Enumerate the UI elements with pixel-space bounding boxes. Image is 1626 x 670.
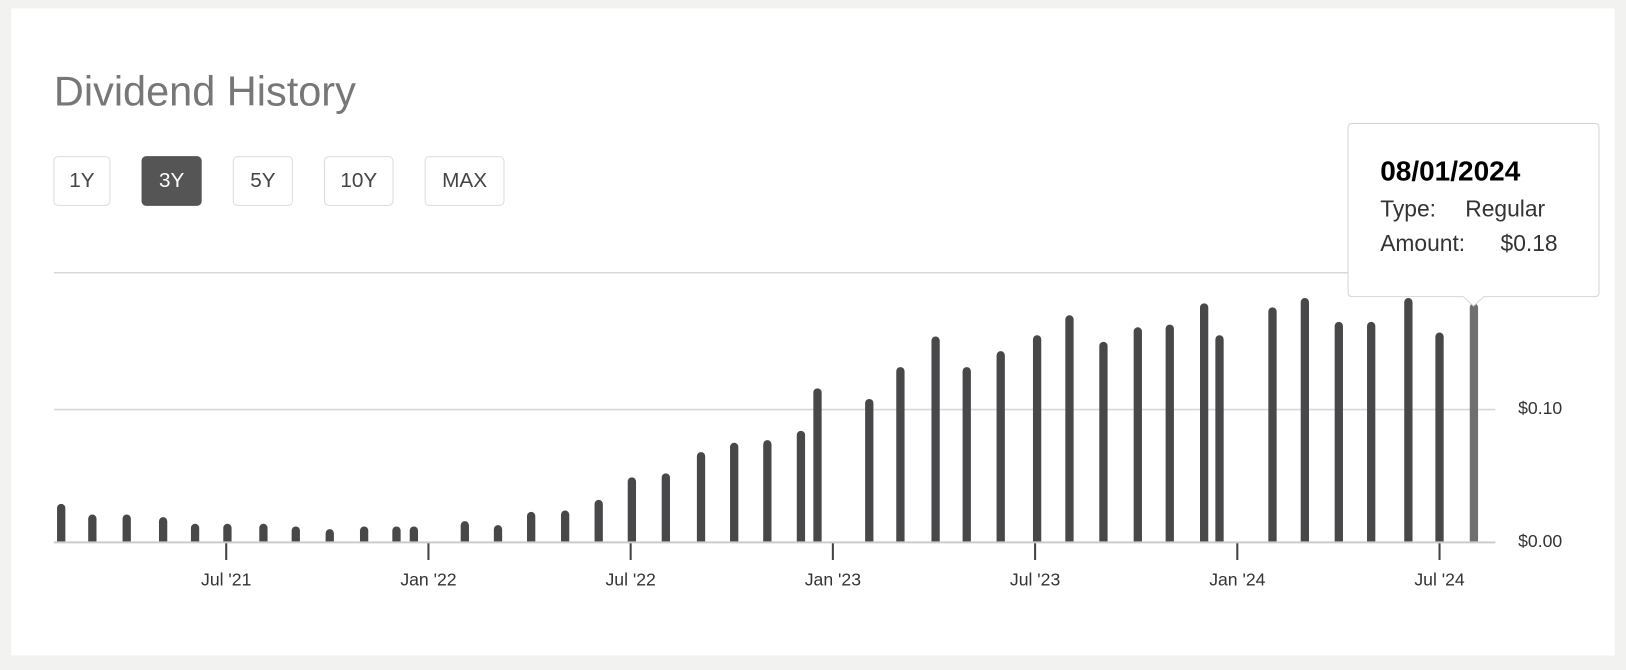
tooltip-box	[1347, 122, 1600, 307]
bar	[996, 351, 1005, 543]
bar	[122, 514, 131, 543]
bar	[962, 367, 971, 543]
button-label[interactable]: 1Y	[69, 169, 95, 192]
range-button[interactable]: 3Y	[141, 156, 202, 206]
bar	[1404, 298, 1413, 543]
bar	[1032, 335, 1042, 543]
bar	[57, 503, 66, 543]
x-tick-label: Jan '23	[805, 569, 861, 589]
button-label[interactable]: 5Y	[250, 169, 276, 192]
bar	[392, 526, 401, 543]
bar	[1099, 341, 1108, 543]
range-button[interactable]: 10Y	[324, 156, 394, 206]
bar	[813, 388, 822, 543]
bar	[409, 526, 419, 543]
bar	[190, 523, 200, 543]
bar	[527, 511, 536, 543]
bar	[896, 367, 905, 543]
y-tick-label: $0.10	[1518, 398, 1562, 418]
bar	[730, 442, 739, 543]
bar	[460, 521, 469, 543]
bar	[1367, 321, 1376, 543]
bar	[1334, 321, 1343, 543]
x-tick-label: Jul '23	[1010, 569, 1061, 589]
x-tick-label: Jul '21	[201, 569, 251, 589]
bar	[223, 523, 232, 543]
tooltip-date: 08/01/2024	[1380, 156, 1520, 187]
button-label[interactable]: MAX	[442, 169, 487, 192]
bar	[931, 336, 940, 543]
bar	[1215, 335, 1224, 543]
tooltip: 08/01/2024 Type: Regular Amount: $0.18	[1347, 122, 1600, 307]
bar	[661, 473, 670, 543]
bar	[493, 525, 503, 543]
button-box[interactable]	[141, 156, 202, 206]
bar	[359, 526, 369, 543]
y-tick-label: $0.00	[1518, 531, 1562, 551]
x-tick-label: Jul '24	[1414, 569, 1465, 589]
bar	[291, 526, 300, 543]
bar	[627, 477, 637, 543]
tooltip-amount-value: $0.18	[1501, 230, 1558, 256]
bar	[1469, 303, 1479, 543]
button-box[interactable]	[424, 156, 505, 206]
bar	[325, 529, 334, 543]
bar	[796, 430, 806, 543]
button-box[interactable]	[232, 156, 293, 206]
tooltip-type-label: Type:	[1380, 196, 1436, 222]
bar	[865, 398, 874, 543]
card	[11, 8, 1615, 656]
bar	[259, 523, 268, 543]
bar	[696, 452, 706, 543]
chart-title: Dividend History	[54, 67, 356, 114]
bar	[1268, 307, 1277, 543]
range-button[interactable]: 1Y	[53, 156, 111, 206]
button-label[interactable]: 3Y	[159, 169, 185, 192]
x-tick-label: Jan '22	[400, 569, 456, 589]
bar	[158, 517, 168, 543]
button-box[interactable]	[324, 156, 394, 206]
x-tick-label: Jul '22	[605, 569, 655, 589]
button-box[interactable]	[53, 156, 111, 206]
bar	[88, 514, 97, 543]
tooltip-amount-label: Amount:	[1380, 230, 1465, 256]
bar	[1133, 327, 1142, 543]
bar	[1300, 298, 1309, 543]
bar	[594, 499, 603, 543]
button-label[interactable]: 10Y	[340, 169, 377, 192]
tooltip-type-value: Regular	[1465, 196, 1545, 222]
bar	[1199, 303, 1209, 543]
bar	[1435, 332, 1444, 543]
range-button[interactable]: MAX	[424, 156, 505, 206]
bar	[763, 440, 772, 543]
bar	[560, 510, 570, 543]
x-tick-label: Jan '24	[1209, 569, 1265, 589]
bar	[1065, 315, 1074, 543]
bar	[1165, 324, 1174, 543]
range-button[interactable]: 5Y	[232, 156, 293, 206]
